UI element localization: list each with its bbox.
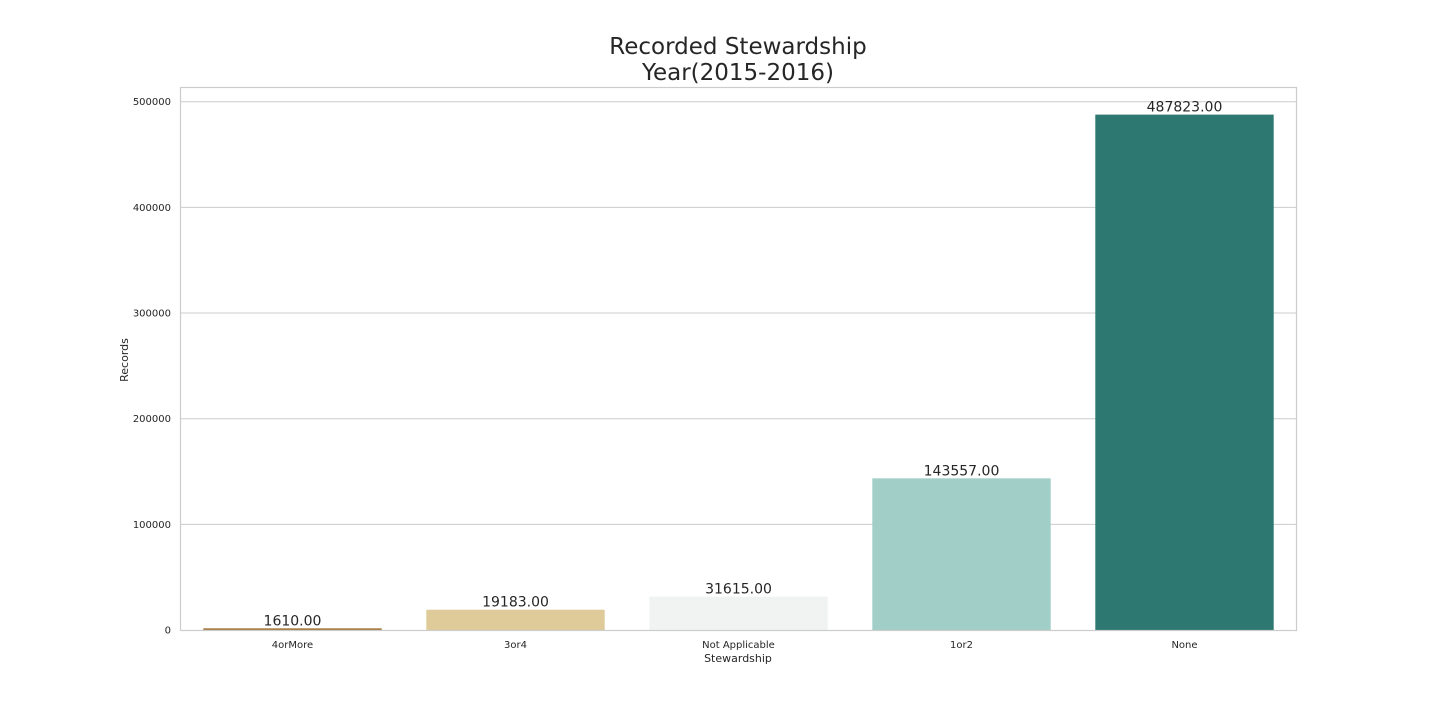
data-label: 1610.00	[264, 613, 322, 629]
bar-1	[426, 609, 605, 630]
x-axis-ticks: 4orMore 3or4 Not Applicable 1or2 None	[272, 640, 1198, 651]
plot-frame	[179, 86, 1298, 632]
bars	[203, 114, 1274, 630]
y-tick-label: 100000	[133, 520, 171, 531]
data-label: 487823.00	[1147, 100, 1223, 116]
y-tick-label: 200000	[133, 414, 171, 425]
y-tick-label: 300000	[133, 309, 171, 320]
y-axis-ticks: 0 100000 200000 300000 400000 500000	[133, 97, 171, 636]
y-tick-label: 500000	[133, 97, 171, 108]
chart-subtitle: Year(2015-2016)	[641, 60, 834, 86]
data-label: 31615.00	[705, 582, 772, 598]
data-labels: 1610.00 19183.00 31615.00 143557.00 487823.0…	[264, 100, 1223, 630]
x-tick-label: 1or2	[950, 640, 973, 651]
x-tick-label: Not Applicable	[702, 640, 775, 651]
bar-4	[1095, 114, 1274, 630]
bar-3	[872, 478, 1051, 630]
bar-0	[203, 628, 382, 630]
x-tick-label: 4orMore	[272, 640, 313, 651]
x-axis-label: Stewardship	[704, 652, 772, 665]
bar-2	[649, 596, 828, 630]
y-tick-label: 400000	[133, 203, 171, 214]
data-label: 143557.00	[924, 463, 1000, 479]
y-tick-label: 0	[165, 626, 171, 637]
data-label: 19183.00	[482, 595, 549, 611]
y-axis-label: Records	[118, 338, 131, 382]
chart-title: Recorded Stewardship	[609, 34, 866, 60]
x-tick-label: 3or4	[504, 640, 527, 651]
x-tick-label: None	[1171, 640, 1197, 651]
